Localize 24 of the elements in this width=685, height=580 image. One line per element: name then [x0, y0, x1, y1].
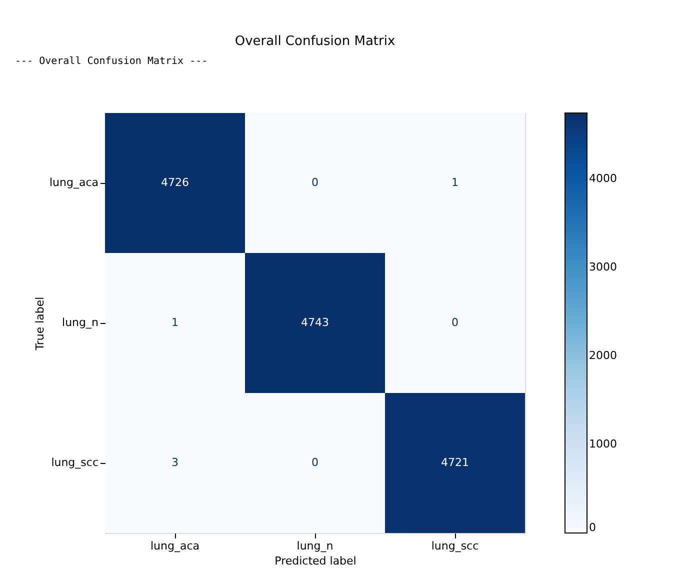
color-bar-label: 4000 — [589, 172, 617, 185]
x-tick-label: lung_n — [296, 540, 334, 552]
data-label: 4743 — [301, 316, 329, 329]
data-label: 4726 — [161, 176, 189, 189]
color-bar-label: 1000 — [589, 437, 617, 450]
data-label: 0 — [312, 456, 318, 469]
x-tick-label: lung_scc — [431, 540, 479, 552]
text: --- Overall Confusion Matrix --- — [15, 56, 208, 67]
data-label: 4721 — [441, 456, 469, 469]
data-label: 0 — [452, 316, 458, 329]
y-tick-label: lung_aca — [49, 176, 98, 189]
y-axis-title: True label — [33, 296, 46, 352]
x-axis-title: Predicted label — [274, 554, 356, 568]
data-label: 1 — [452, 176, 458, 189]
y-tick-label: lung_scc — [51, 456, 98, 469]
chart-title: Overall Confusion Matrix — [234, 34, 396, 49]
color-bar-label: 0 — [589, 521, 596, 534]
data-label: 3 — [172, 456, 178, 469]
color-bar-label: 3000 — [589, 260, 617, 274]
y-tick-label: lung_n — [62, 316, 99, 329]
color-bar-label: 2000 — [589, 348, 617, 362]
x-tick-label: lung_aca — [150, 540, 200, 552]
data-label: 1 — [172, 316, 178, 329]
data-label: 0 — [312, 176, 318, 189]
